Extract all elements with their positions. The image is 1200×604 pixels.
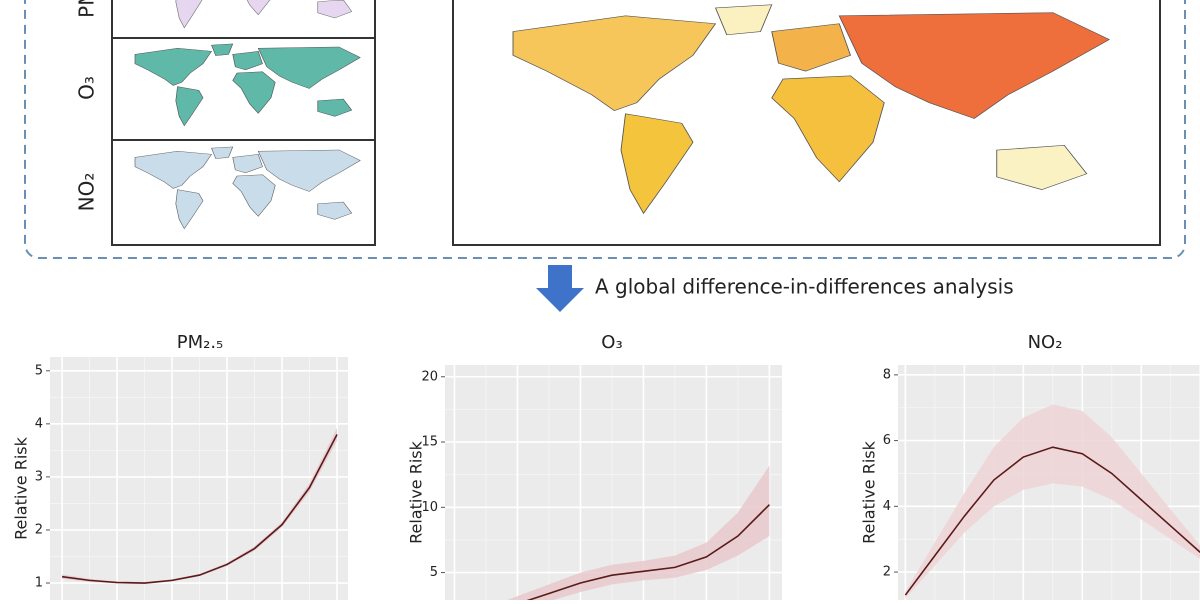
y-tick-label: 5	[35, 363, 43, 378]
y-tick-label: 10	[421, 500, 438, 515]
line	[61, 434, 338, 584]
y-tick-label: 6	[883, 433, 891, 448]
y-tick-label: 3	[35, 469, 43, 484]
map-label: NO₂	[75, 173, 99, 212]
chart-title: PM₂.₅	[177, 332, 224, 353]
dashed-frame	[24, 0, 1186, 259]
y-tick-label: 2	[35, 522, 43, 537]
caption: A global difference-in-differences analy…	[595, 275, 1014, 299]
y-tick-label: 1	[35, 576, 43, 591]
plot-panel	[50, 357, 348, 600]
y-tick-label: 15	[421, 435, 438, 450]
chart-title: O₃	[601, 332, 622, 353]
small-maps	[111, 0, 376, 246]
y-axis-label: Relative Risk	[407, 440, 426, 544]
y-tick-label: 20	[421, 369, 438, 384]
confidence-band	[905, 404, 1200, 599]
arrow	[536, 265, 584, 312]
main-map	[452, 0, 1161, 246]
y-axis-label: Relative Risk	[860, 440, 879, 544]
map-label: PM₂.₅	[75, 0, 99, 18]
y-axis-label: Relative Risk	[12, 436, 31, 540]
y-tick-label: 5	[430, 565, 438, 580]
y-tick-label: 2	[883, 565, 891, 580]
y-tick-label: 4	[883, 499, 891, 514]
line	[904, 446, 1200, 596]
y-tick-label: 4	[35, 416, 43, 431]
chart-title: NO₂	[1028, 332, 1063, 353]
map-label: O₃	[75, 76, 99, 100]
line	[514, 504, 770, 604]
y-tick-label: 8	[883, 367, 891, 382]
confidence-band	[496, 465, 770, 604]
